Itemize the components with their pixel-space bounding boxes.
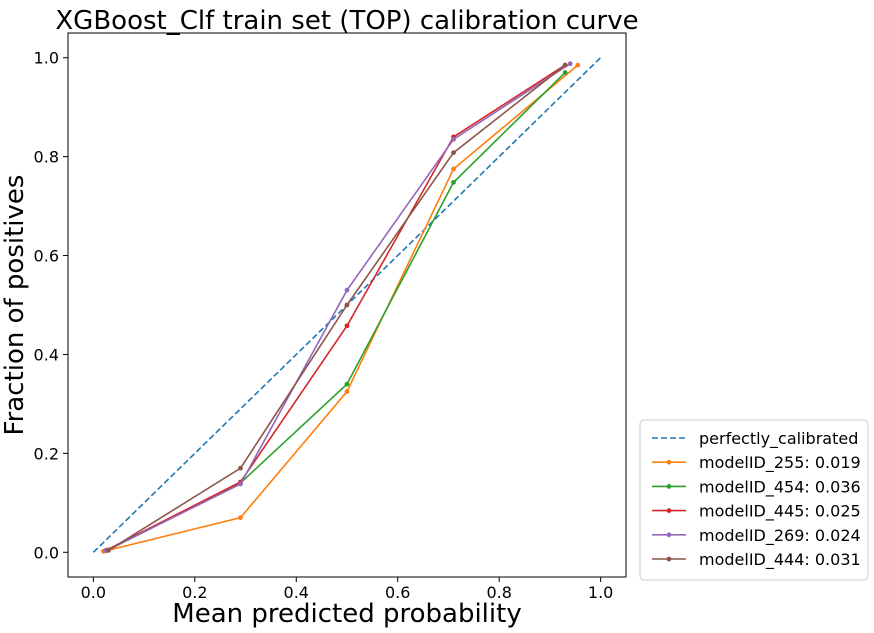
data-point [238,481,243,487]
data-point [562,70,568,75]
series-line-3 [105,64,566,552]
legend-label: modelID_454: 0.036 [699,477,861,497]
legend-label: modelID_444: 0.031 [699,550,861,570]
y-tick-label: 0.6 [34,247,59,266]
data-point [344,287,350,293]
y-tick-label: 0.4 [34,345,59,364]
x-tick-label: 0.2 [182,583,207,602]
data-point [344,389,350,394]
legend-items: perfectly_calibrated modelID_255: 0.019 mo… [652,429,861,570]
legend-label: modelID_445: 0.025 [699,502,861,522]
data-point [238,515,243,521]
plot-area [67,32,627,578]
data-point [344,323,350,329]
series-line-1 [103,64,579,553]
x-tick-label: 0.4 [284,583,309,602]
x-axis-label: Mean predicted probability [172,599,521,629]
x-tick-label: 0.0 [81,583,106,602]
data-point [562,62,568,68]
legend-marker [666,459,672,465]
x-tick-label: 0.8 [486,583,511,602]
x-tick-label: 0.6 [385,583,410,602]
data-point [344,381,350,387]
data-point [451,179,456,185]
legend-marker [666,484,672,489]
y-tick-label: 0.0 [34,543,59,562]
legend-label: perfectly_calibrated [699,429,858,449]
y-tick-label: 0.8 [34,148,59,167]
y-axis-label: Fraction of positives [0,175,30,436]
x-tick-label: 1.0 [588,583,613,602]
legend-marker [666,532,672,538]
legend: perfectly_calibrated modelID_255: 0.019 mo… [639,419,869,581]
y-tick-label: 0.2 [34,444,59,463]
data-point [575,62,581,68]
legend-marker [666,556,672,562]
data-point [238,465,243,471]
legend-label: modelID_269: 0.024 [699,526,861,546]
axis-ticks: 0.0 0.2 0.4 0.6 0.8 1.0 0.0 0.2 0.4 0.6 0.8 1.0 [34,49,614,602]
series-group [92,57,602,554]
y-tick-label: 1.0 [34,49,59,68]
data-point [451,150,456,156]
data-point [451,166,456,172]
data-point [451,136,456,142]
data-point [567,61,573,67]
chart-title: XGBoost_Clf train set (TOP) calibration … [55,6,638,36]
legend-label: modelID_255: 0.019 [699,453,861,473]
data-point [344,302,350,308]
legend-marker [666,508,672,513]
data-point [106,547,111,553]
series-line-2 [108,72,566,551]
legend-box [639,419,869,581]
